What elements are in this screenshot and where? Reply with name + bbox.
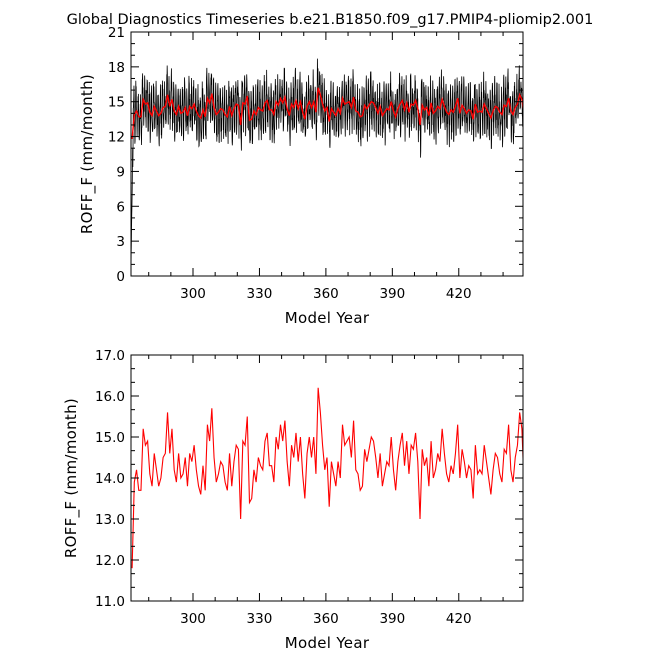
- x-tick-label: 330: [247, 611, 273, 627]
- chart-annual-mean: 300 330 360 390 420 11.0 12.0 13.0 14.0 15.0 16.0 1…: [62, 348, 524, 652]
- annual-series-line: [131, 387, 523, 569]
- y-axis-title: ROFF_F (mm/month): [62, 398, 81, 558]
- x-tick-label: 300: [180, 286, 206, 302]
- y-tick-label: 12.0: [95, 553, 125, 569]
- plot-frame: [130, 31, 524, 277]
- y-tick-label: 14.0: [95, 471, 125, 487]
- x-tick-label: 360: [313, 611, 339, 627]
- plot-frame: [130, 354, 524, 602]
- x-tick-label: 420: [446, 286, 472, 302]
- y-tick-label: 9: [116, 164, 125, 180]
- y-tick-label: 6: [116, 199, 125, 215]
- x-tick-label: 300: [180, 611, 206, 627]
- page-title: Global Diagnostics Timeseries b.e21.B185…: [67, 12, 594, 28]
- annual-series-line: [131, 87, 523, 139]
- y-tick-label: 11.0: [95, 594, 125, 610]
- y-tick-label: 0: [116, 269, 125, 285]
- y-tick-label: 3: [116, 234, 125, 250]
- x-tick-label: 360: [313, 286, 339, 302]
- y-tick-label: 15: [108, 95, 125, 111]
- x-axis-title: Model Year: [285, 634, 370, 652]
- y-tick-label: 21: [108, 25, 125, 41]
- y-tick-label: 15.0: [95, 430, 125, 446]
- x-tick-label: 420: [446, 611, 472, 627]
- y-tick-label: 18: [108, 60, 125, 76]
- x-tick-label: 390: [379, 286, 405, 302]
- x-tick-label: 390: [379, 611, 405, 627]
- y-axis-title: ROFF_F (mm/month): [78, 74, 97, 234]
- chart-annual-and-monthly: 300 330 360 390 420 0 3 6 9 12 15 18 21 Model Year R…: [78, 25, 524, 327]
- y-tick-label: 13.0: [95, 512, 125, 528]
- y-tick-label: 17.0: [95, 348, 125, 364]
- x-tick-label: 330: [247, 286, 273, 302]
- y-tick-label: 16.0: [95, 389, 125, 405]
- monthly-series-line: [131, 58, 523, 275]
- x-axis-title: Model Year: [285, 309, 370, 327]
- y-tick-label: 12: [108, 130, 125, 146]
